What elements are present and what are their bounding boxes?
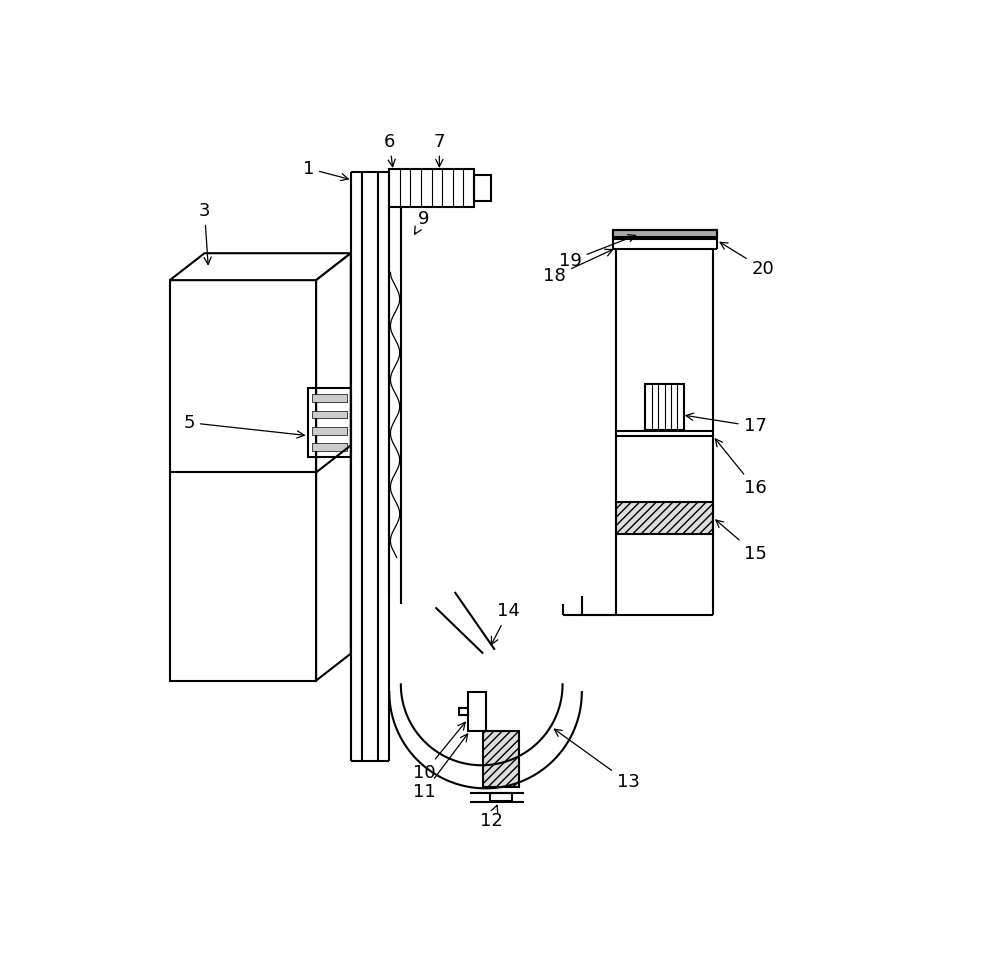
Bar: [474, 175, 491, 201]
Bar: [645, 384, 684, 431]
Text: 13: 13: [554, 730, 639, 791]
Text: 7: 7: [434, 133, 445, 166]
Text: 19: 19: [559, 235, 636, 270]
Bar: [312, 394, 347, 402]
Bar: [389, 168, 474, 207]
Text: 3: 3: [199, 202, 211, 265]
Text: 17: 17: [686, 414, 766, 435]
Bar: [459, 708, 468, 714]
Bar: [170, 280, 316, 681]
Polygon shape: [170, 253, 351, 280]
Text: 20: 20: [720, 243, 774, 278]
Bar: [613, 230, 717, 239]
Bar: [483, 731, 519, 787]
Text: 1: 1: [303, 159, 348, 180]
Polygon shape: [316, 253, 351, 681]
Text: 9: 9: [415, 209, 430, 234]
Text: 10: 10: [413, 722, 465, 782]
Bar: [490, 793, 512, 800]
Bar: [308, 388, 351, 457]
Bar: [312, 427, 347, 435]
Text: 12: 12: [480, 805, 502, 830]
Text: 15: 15: [716, 520, 766, 562]
Text: 11: 11: [413, 734, 468, 801]
Bar: [312, 411, 347, 418]
Text: 5: 5: [183, 414, 304, 438]
Text: 14: 14: [491, 603, 520, 645]
Text: 6: 6: [384, 133, 395, 167]
Bar: [616, 502, 713, 534]
Bar: [312, 443, 347, 451]
Text: 16: 16: [715, 439, 766, 497]
Bar: [468, 692, 486, 731]
Text: 18: 18: [543, 249, 613, 286]
